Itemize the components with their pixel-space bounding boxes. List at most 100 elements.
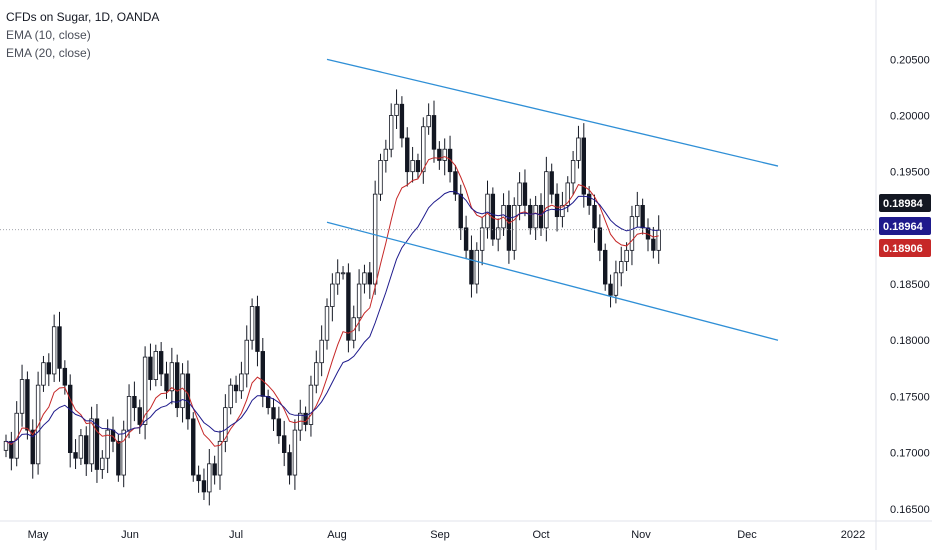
candle <box>394 103 399 116</box>
candle <box>46 362 51 375</box>
candle <box>233 384 239 392</box>
candle <box>51 326 57 375</box>
candle <box>528 204 533 229</box>
candle <box>581 137 586 195</box>
candle <box>180 373 185 409</box>
candle <box>640 204 645 229</box>
candle <box>116 440 121 476</box>
candle <box>442 148 447 161</box>
last-price-tag-label: 0.18984 <box>883 198 924 210</box>
candle <box>426 115 431 128</box>
candle <box>388 115 394 150</box>
candle <box>560 204 565 218</box>
candle <box>479 227 485 251</box>
legend-ema10: EMA (10, close) <box>6 28 91 42</box>
candle <box>330 283 335 307</box>
x-tick-label: Nov <box>631 529 651 541</box>
candle <box>421 126 426 173</box>
candle <box>378 160 383 195</box>
candle <box>68 384 73 453</box>
candle <box>383 148 389 161</box>
candle <box>474 249 479 285</box>
candle <box>410 160 415 173</box>
candle <box>362 272 367 285</box>
candle <box>244 339 249 375</box>
candle <box>148 356 153 380</box>
candle <box>78 435 84 459</box>
candle <box>100 457 105 470</box>
candle <box>351 317 356 341</box>
y-tick-label: 0.17000 <box>890 448 930 460</box>
candle <box>271 407 276 420</box>
candle <box>608 283 613 296</box>
y-tick-label: 0.18000 <box>890 335 930 347</box>
candle <box>533 204 538 229</box>
channel-upper <box>326 58 779 167</box>
candle <box>437 148 442 161</box>
chart-title: CFDs on Sugar, 1D, OANDA <box>6 10 160 24</box>
candle <box>9 440 14 459</box>
candle <box>570 160 576 184</box>
candle <box>324 306 330 341</box>
candle <box>453 171 458 195</box>
y-tick-label: 0.20500 <box>890 54 930 66</box>
candle <box>576 137 581 161</box>
candle <box>292 429 298 476</box>
candle <box>651 238 656 251</box>
candle <box>367 272 372 285</box>
channel-lower <box>326 221 779 341</box>
candle <box>635 204 640 218</box>
candle <box>447 148 453 173</box>
candle <box>308 384 314 425</box>
last-price-tag <box>879 194 931 212</box>
x-tick-label: Oct <box>532 529 549 541</box>
candle <box>586 193 592 206</box>
y-tick-label: 0.17500 <box>890 391 930 403</box>
candle <box>314 362 319 386</box>
candle <box>538 204 544 229</box>
candle <box>624 249 629 262</box>
candle <box>153 351 158 380</box>
candle <box>613 272 619 296</box>
candle <box>201 480 207 493</box>
candle <box>57 326 62 369</box>
candle <box>463 227 469 251</box>
candle <box>372 193 378 285</box>
candle <box>62 367 68 386</box>
candle <box>544 171 549 229</box>
candle <box>217 440 223 476</box>
candle <box>485 193 490 229</box>
candle <box>249 306 255 341</box>
candle <box>137 407 142 425</box>
candle <box>356 283 362 319</box>
candle <box>169 362 175 392</box>
candle <box>239 373 244 392</box>
candle <box>458 193 463 229</box>
x-tick-label: May <box>28 529 49 541</box>
candle <box>89 418 94 465</box>
candle <box>399 103 405 139</box>
candle <box>35 384 41 465</box>
candle <box>30 429 35 465</box>
candle <box>255 306 260 352</box>
candle <box>340 272 346 275</box>
candle <box>185 373 191 420</box>
candle <box>142 356 148 425</box>
candle <box>19 379 25 414</box>
candle <box>554 193 560 218</box>
candle <box>522 182 528 206</box>
ema20-price-tag-label: 0.18964 <box>883 221 924 233</box>
ema10-price-tag-label: 0.18906 <box>883 243 923 255</box>
candle <box>132 396 137 409</box>
candle <box>431 115 437 150</box>
x-tick-label: Jul <box>229 529 243 541</box>
x-tick-label: 2022 <box>841 529 865 541</box>
candle <box>191 418 196 476</box>
candle <box>405 137 410 173</box>
candle <box>603 249 608 285</box>
candle <box>158 351 164 375</box>
ema10-line <box>5 156 659 447</box>
candle <box>346 272 351 341</box>
candle <box>25 379 30 431</box>
